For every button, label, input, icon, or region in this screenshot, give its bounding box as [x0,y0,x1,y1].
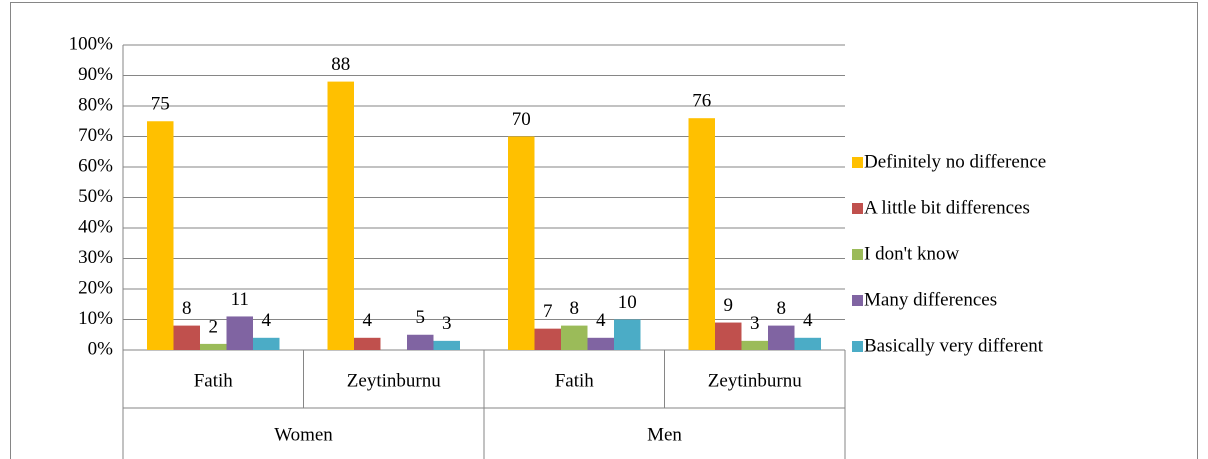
value-label: 2 [209,316,219,337]
bar [688,118,715,350]
value-label: 4 [363,310,373,331]
legend-label: Many differences [864,289,997,310]
value-label: 4 [596,310,606,331]
x-tick-label: Fatih [194,370,234,391]
y-tick-label: 70% [78,125,113,146]
value-label: 4 [262,310,272,331]
value-label: 76 [692,91,711,112]
y-tick-label: 30% [78,247,113,268]
bar [253,337,280,350]
x-tick-label: Fatih [555,370,595,391]
value-label: 3 [750,313,760,334]
bar [173,325,200,350]
bar [508,136,535,350]
value-label: 7 [543,301,553,322]
legend-swatch [852,157,863,168]
chart-border [10,2,1198,459]
y-tick-label: 60% [78,155,113,176]
y-tick-label: 100% [69,33,114,54]
bar [561,325,588,350]
x-tick-label: Zeytinburnu [347,370,441,391]
bar [200,343,227,350]
y-tick-label: 50% [78,186,113,207]
bar [614,319,641,350]
value-label: 11 [231,289,249,310]
legend-label: A little bit differences [864,197,1030,218]
bar [794,337,821,350]
legend-label: I don't know [864,243,960,264]
legend-swatch [852,203,863,214]
value-label: 10 [618,292,637,313]
value-label: 5 [416,307,426,328]
legend-swatch [852,341,863,352]
value-label: 8 [570,298,580,319]
value-label: 3 [442,313,452,334]
y-tick-label: 80% [78,94,113,115]
value-label: 8 [182,298,192,319]
value-label: 9 [724,295,734,316]
bar [768,325,795,350]
value-label: 4 [803,310,813,331]
bar [147,121,174,350]
y-tick-label: 40% [78,216,113,237]
group-label: Men [647,424,682,445]
bar [433,340,460,350]
x-tick-label: Zeytinburnu [708,370,802,391]
y-tick-label: 0% [88,338,114,359]
bar [534,328,561,350]
bar [715,322,742,350]
value-label: 75 [151,94,170,115]
bar [226,316,253,350]
group-label: Women [274,424,333,445]
bar [327,81,354,350]
y-tick-label: 10% [78,308,113,329]
bar [741,340,768,350]
legend-swatch [852,249,863,260]
y-tick-label: 90% [78,64,113,85]
legend-swatch [852,295,863,306]
value-label: 88 [331,54,350,75]
legend-label: Definitely no difference [864,151,1046,172]
value-label: 8 [777,298,787,319]
y-tick-label: 20% [78,277,113,298]
legend-label: Basically very different [864,335,1044,356]
value-label: 70 [512,109,531,130]
bar [407,334,434,350]
bar [354,337,381,350]
bar [587,337,614,350]
